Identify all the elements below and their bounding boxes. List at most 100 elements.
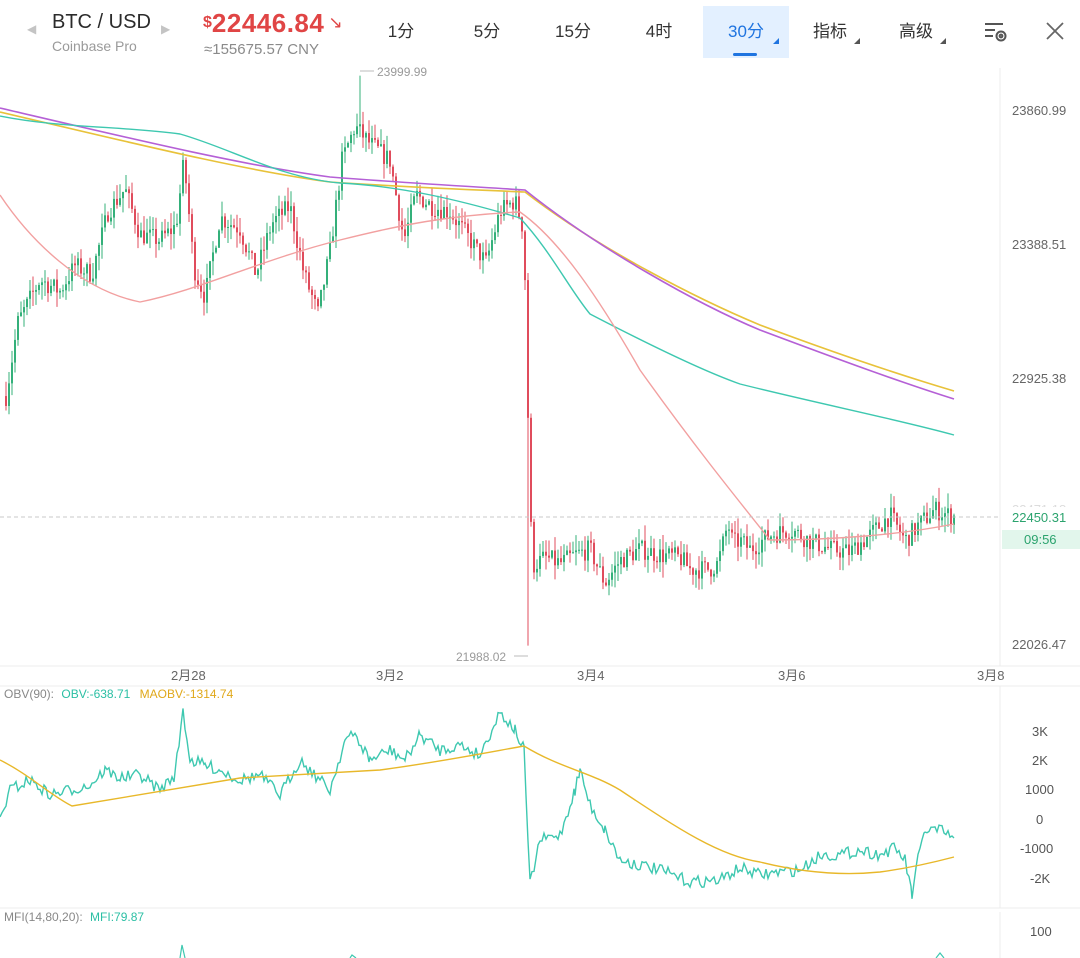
candle-body: [866, 536, 868, 547]
candle-body: [428, 201, 430, 205]
ma-line-purple: [0, 107, 955, 400]
dropdown-corner-icon: [773, 38, 779, 44]
date-axis-label: 3月6: [778, 668, 805, 683]
tab-4h[interactable]: 4时: [626, 6, 692, 58]
candle-body: [488, 250, 490, 256]
candle-body: [149, 229, 151, 233]
tab-30min[interactable]: 30分: [703, 6, 789, 58]
candle-body: [41, 282, 43, 286]
candle-body: [566, 550, 568, 555]
candle-body: [512, 202, 514, 210]
candle-body: [311, 289, 313, 296]
candle-body: [101, 227, 103, 245]
candle-body: [230, 225, 232, 228]
candle-body: [509, 202, 511, 205]
candle-body: [641, 540, 643, 544]
candle-body: [632, 551, 634, 561]
candle-body: [752, 545, 754, 552]
candle-body: [419, 190, 421, 197]
obv-legend: OBV(90): OBV:-638.71 MAOBV:-1314.74: [4, 687, 234, 701]
candle-body: [56, 279, 58, 293]
candle-body: [947, 508, 949, 514]
candle-body: [647, 555, 649, 560]
candle-body: [350, 134, 352, 144]
price-cny: ≈155675.57 CNY: [204, 41, 319, 58]
candle-body: [578, 549, 580, 551]
candle-body: [845, 544, 847, 549]
candle-body: [827, 546, 829, 549]
tab-1min[interactable]: 1分: [368, 6, 434, 58]
obv-value: OBV:-638.71: [61, 687, 130, 701]
candle-body: [734, 532, 736, 534]
ma-line-yellow: [0, 111, 955, 392]
candle-body: [803, 539, 805, 548]
candle-body: [80, 258, 82, 274]
candle-body: [275, 215, 277, 223]
candle-body: [842, 548, 844, 558]
candle-body: [686, 552, 688, 567]
candle-body: [515, 196, 517, 210]
trading-pair[interactable]: BTC / USD: [52, 11, 151, 33]
candle-body: [269, 232, 271, 234]
candle-body: [20, 312, 22, 317]
candle-body: [755, 551, 757, 555]
candle-body: [203, 291, 205, 303]
candle-body: [14, 339, 16, 363]
candle-body: [602, 566, 604, 583]
tab-advanced[interactable]: 高级: [876, 6, 956, 58]
candle-body: [917, 522, 919, 535]
candle-body: [167, 228, 169, 234]
candle-body: [215, 247, 217, 253]
candle-body: [620, 557, 622, 565]
candle-body: [938, 501, 940, 521]
candle-body: [521, 217, 523, 232]
candle-body: [281, 208, 283, 215]
candle-body: [470, 233, 472, 249]
candle-body: [413, 196, 415, 205]
candle-body: [395, 176, 397, 196]
candle-body: [650, 548, 652, 556]
candle-body: [893, 507, 895, 514]
candle-body: [869, 529, 871, 537]
obv-axis-label: 0: [1036, 812, 1043, 827]
candle-body: [329, 242, 331, 260]
candle-body: [695, 570, 697, 575]
chart-settings-icon[interactable]: [982, 18, 1010, 51]
tab-label: 5分: [473, 22, 501, 41]
tab-label: 高级: [899, 22, 933, 41]
tab-label: 指标: [813, 22, 847, 41]
candle-body: [671, 548, 673, 553]
candle-body: [344, 147, 346, 152]
tab-15min[interactable]: 15分: [540, 6, 606, 58]
candle-body: [380, 144, 382, 147]
candle-body: [290, 206, 292, 212]
candle-body: [923, 512, 925, 516]
candle-body: [392, 166, 394, 177]
candle-body: [191, 214, 193, 242]
candle-body: [77, 258, 79, 266]
candle-body: [815, 534, 817, 539]
next-pair-icon[interactable]: ▶: [161, 22, 171, 36]
candle-body: [485, 252, 487, 256]
candle-body: [26, 298, 28, 308]
candle-body: [605, 582, 607, 586]
candle-body: [926, 512, 928, 523]
candle-body: [950, 508, 952, 525]
prev-pair-icon[interactable]: ◀: [27, 22, 37, 36]
candle-body: [875, 522, 877, 525]
candle-body: [599, 566, 601, 568]
maobv-line: [0, 745, 955, 875]
candle-body: [125, 189, 127, 192]
candle-body: [572, 552, 574, 554]
mfi-value: MFI:79.87: [90, 910, 144, 924]
candle-body: [47, 281, 49, 294]
candle-body: [452, 216, 454, 220]
tab-indicators[interactable]: 指标: [790, 6, 870, 58]
candle-body: [554, 550, 556, 566]
exchange-name: Coinbase Pro: [52, 38, 137, 54]
candle-body: [719, 551, 721, 562]
candle-body: [551, 550, 553, 558]
candle-body: [62, 290, 64, 292]
tab-5min[interactable]: 5分: [454, 6, 520, 58]
close-icon[interactable]: [1044, 20, 1066, 47]
